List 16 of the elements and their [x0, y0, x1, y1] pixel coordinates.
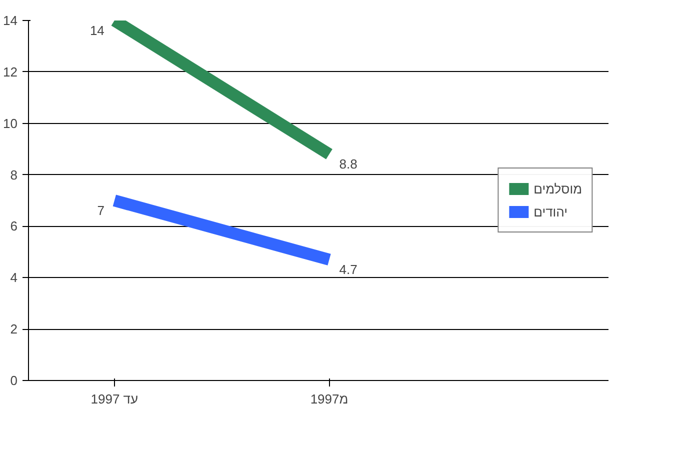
y-tick-label: 4	[10, 270, 18, 286]
data-label: 7	[97, 203, 104, 218]
x-tick-label: עד 1997	[90, 392, 138, 406]
x-tick-label: מ1997	[310, 392, 348, 406]
y-tick-label: 12	[3, 64, 18, 80]
data-label: 14	[90, 23, 104, 38]
y-tick-label: 10	[3, 116, 18, 131]
y-tick-label: 14	[3, 13, 18, 28]
y-tick-label: 0	[10, 373, 18, 388]
data-label: 8.8	[339, 156, 358, 172]
y-tick-label: 8	[10, 167, 18, 182]
y-tick-label: 2	[10, 322, 18, 337]
data-label: 4.7	[339, 262, 358, 278]
y-tick-label: 6	[10, 218, 18, 234]
legend-label: יהודים	[534, 204, 568, 219]
legend-label: מוסלמים	[534, 181, 582, 196]
